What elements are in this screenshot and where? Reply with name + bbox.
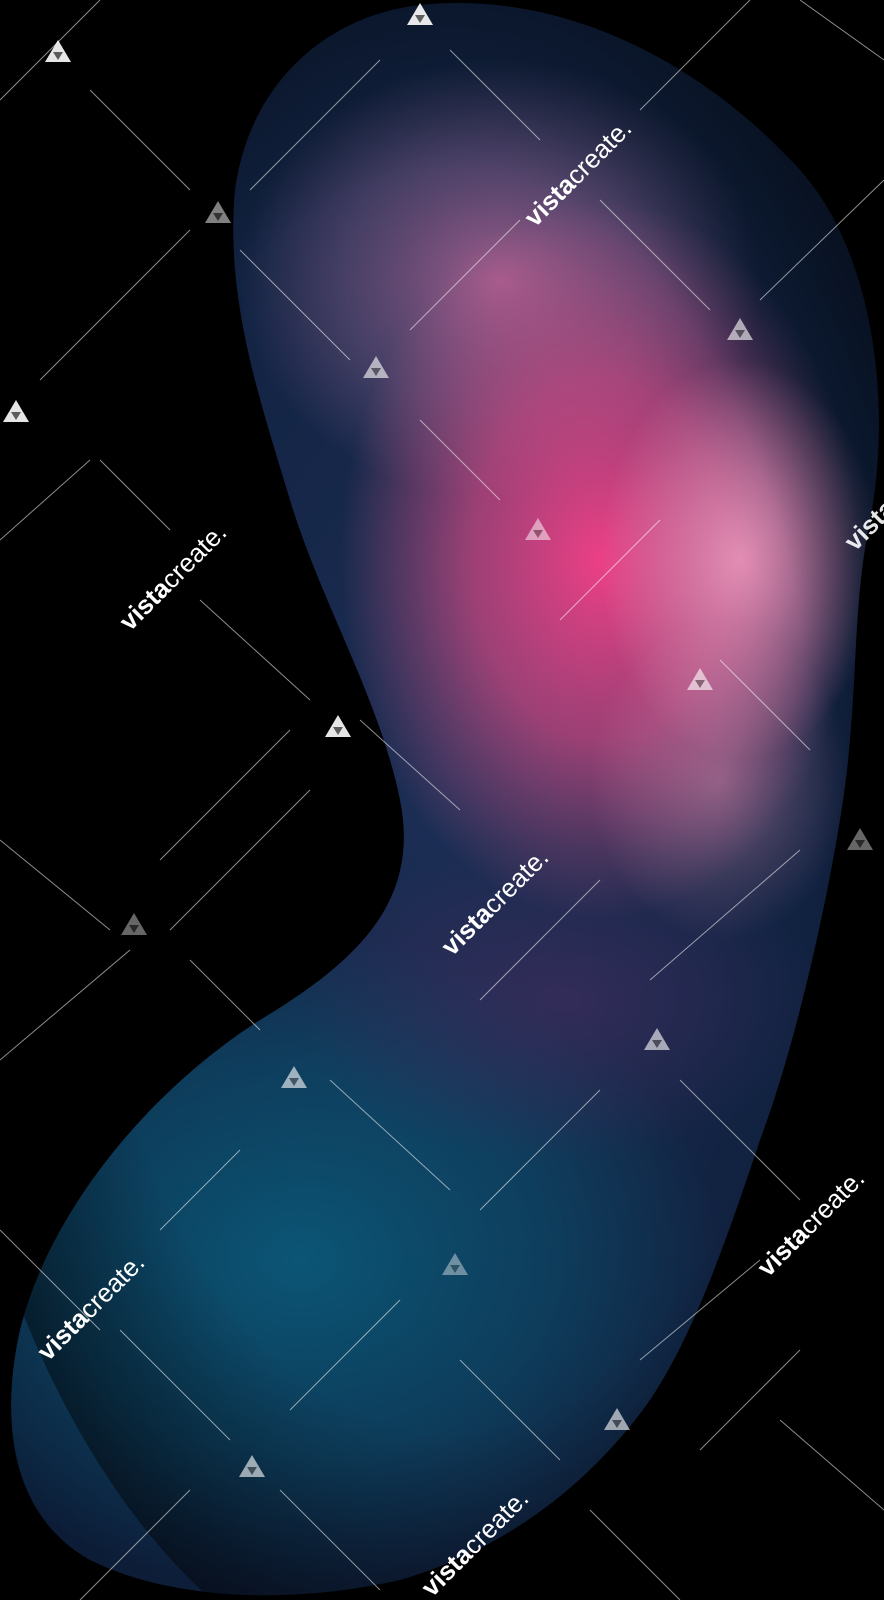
triangle-logo-icon	[3, 400, 29, 422]
watermark-line	[599, 199, 711, 311]
watermark-line	[779, 1419, 884, 1511]
watermark-line	[479, 879, 601, 1001]
watermark-line	[359, 719, 461, 811]
watermark-line	[419, 419, 501, 501]
watermark-line	[79, 1489, 191, 1600]
watermark-line	[589, 1509, 681, 1600]
triangle-logo-icon	[45, 40, 71, 62]
triangle-logo-icon	[644, 1028, 670, 1050]
watermark-line	[119, 1329, 231, 1441]
watermark-line	[679, 1079, 801, 1201]
watermark-line	[449, 49, 541, 141]
watermark-line	[799, 0, 884, 61]
triangle-logo-icon	[407, 3, 433, 25]
watermark-line	[189, 959, 261, 1031]
watermark-line	[649, 849, 801, 981]
triangle-logo-icon	[604, 1408, 630, 1430]
watermark-line	[639, 1259, 761, 1361]
watermark-line	[279, 1489, 381, 1591]
watermark-line	[0, 839, 111, 931]
watermark-line	[249, 59, 381, 191]
watermark-line	[239, 249, 351, 361]
watermark-line	[89, 89, 191, 191]
watermark-line	[289, 1299, 401, 1411]
watermark-line	[719, 659, 811, 751]
watermark-line	[559, 519, 661, 621]
watermark-line	[99, 459, 171, 531]
triangle-logo-icon	[325, 715, 351, 737]
watermark-line	[329, 1079, 451, 1191]
watermark-line	[0, 949, 131, 1061]
triangle-logo-icon	[687, 668, 713, 690]
watermark-line	[0, 0, 101, 101]
triangle-logo-icon	[525, 518, 551, 540]
watermark-line	[0, 459, 91, 541]
watermark-line	[459, 1359, 561, 1461]
watermark-line	[0, 1229, 101, 1331]
triangle-logo-icon	[847, 828, 873, 850]
watermark-line	[159, 1149, 241, 1231]
triangle-logo-icon	[363, 356, 389, 378]
watermark-line	[159, 729, 291, 861]
triangle-logo-icon	[205, 201, 231, 223]
triangle-logo-icon	[121, 913, 147, 935]
triangle-logo-icon	[727, 318, 753, 340]
triangle-logo-icon	[281, 1066, 307, 1088]
watermark-line	[169, 789, 311, 931]
watermark-line	[699, 1349, 801, 1451]
triangle-logo-icon	[442, 1253, 468, 1275]
watermark-icons	[3, 3, 873, 1477]
watermark-line	[39, 229, 191, 381]
watermark-line	[199, 599, 311, 701]
triangle-logo-icon	[239, 1455, 265, 1477]
watermark-line	[409, 219, 521, 331]
watermark-line	[639, 0, 751, 111]
watermark-line	[759, 179, 884, 301]
watermark-line	[479, 1089, 601, 1211]
